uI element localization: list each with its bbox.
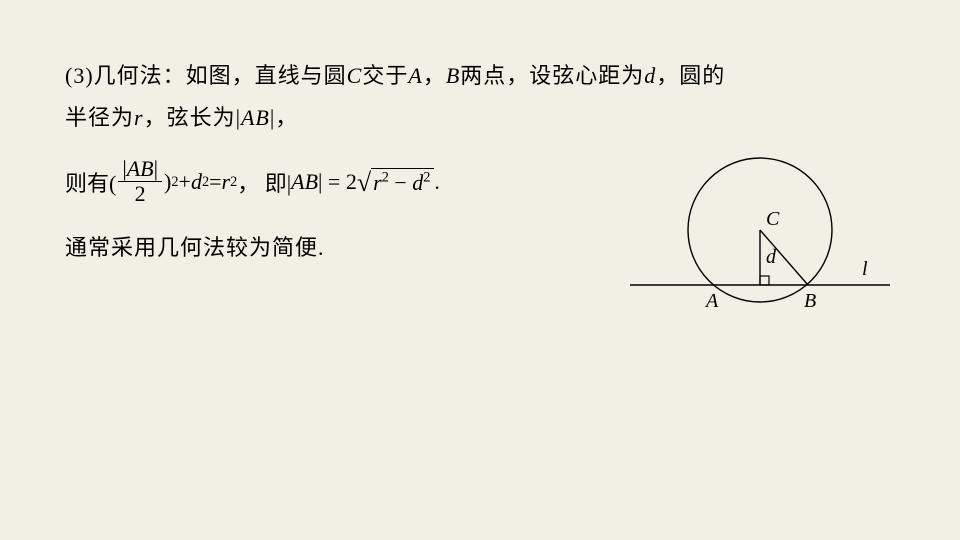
svg-text:B: B xyxy=(804,290,816,312)
text: ，圆的 xyxy=(656,63,725,88)
period: . xyxy=(434,169,440,195)
sqrt: √ r2 − d2 xyxy=(357,168,435,195)
text: 则有( xyxy=(65,166,116,198)
geometry-diagram: Cd A Bl xyxy=(620,145,900,335)
text: | = 2 xyxy=(318,169,357,195)
sqrt-body: r2 − d2 xyxy=(371,168,434,195)
text: ， xyxy=(423,63,446,88)
var-d: d xyxy=(191,169,202,195)
equals: = xyxy=(209,169,221,195)
abs-r: | xyxy=(154,156,158,181)
var-d: d xyxy=(412,170,423,195)
var-d: d xyxy=(644,63,656,88)
svg-text:l: l xyxy=(862,258,868,280)
frac-numerator: |AB| xyxy=(118,157,162,182)
text: ， 即| xyxy=(237,166,291,198)
svg-text:A: A xyxy=(704,290,719,312)
sqrt-sign: √ xyxy=(357,170,371,196)
var-C: C xyxy=(347,63,363,88)
text: (3)几何法：如图，直线与圆 xyxy=(65,63,347,88)
paragraph-2: 半径为r，弦长为|AB|， xyxy=(65,97,895,139)
frac-denominator: 2 xyxy=(131,182,150,206)
var-r: r xyxy=(373,170,382,195)
var-r: r xyxy=(134,105,144,130)
text: ) xyxy=(164,169,171,195)
var-AB: AB xyxy=(127,156,154,181)
var-AB: AB xyxy=(291,169,318,195)
svg-text:C: C xyxy=(766,208,780,230)
minus: − xyxy=(389,170,412,195)
var-AB: AB xyxy=(241,105,270,130)
var-r: r xyxy=(222,169,231,195)
text: 两点，设弦心距为 xyxy=(460,63,644,88)
plus: + xyxy=(179,169,191,195)
fraction: |AB| 2 xyxy=(118,157,162,206)
exponent: 2 xyxy=(382,170,389,186)
exponent: 2 xyxy=(423,170,430,186)
text: 交于 xyxy=(362,63,408,88)
text: 半径为 xyxy=(65,105,134,130)
paragraph-1: (3)几何法：如图，直线与圆C交于A，B两点，设弦心距为d，圆的 xyxy=(65,55,895,97)
text: ，弦长为| xyxy=(144,105,241,130)
svg-text:d: d xyxy=(766,246,777,268)
text: |， xyxy=(270,105,298,130)
var-B: B xyxy=(446,63,460,88)
var-A: A xyxy=(408,63,422,88)
